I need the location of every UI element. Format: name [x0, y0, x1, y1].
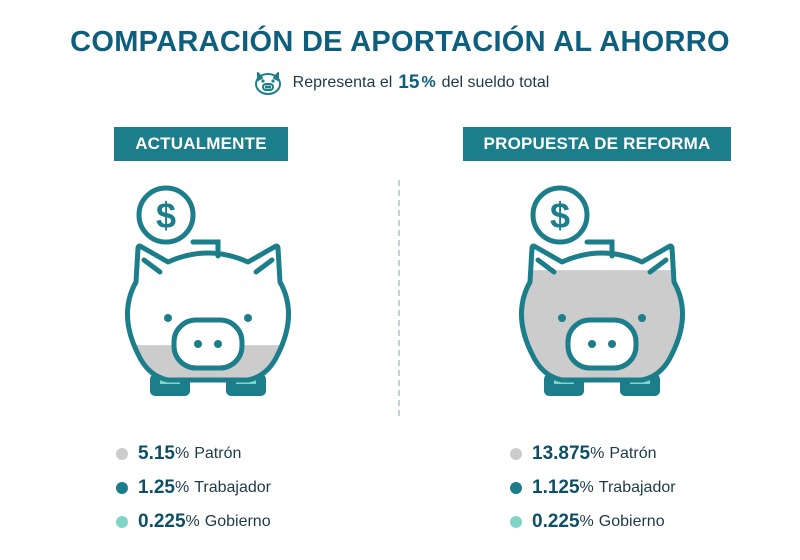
- coin-icon: $: [530, 185, 590, 245]
- legend-item-patron: 13.875% Patrón: [510, 437, 676, 471]
- legend-unit: %: [579, 513, 594, 530]
- panel-label-current: ACTUALMENTE: [114, 127, 288, 161]
- subtitle: Representa el 15% del sueldo total: [0, 68, 800, 98]
- dot-trabajador: [510, 482, 522, 494]
- piggy-bank-icon: [254, 72, 281, 95]
- legend-value: 1.25: [138, 477, 175, 498]
- dot-patron: [510, 448, 522, 460]
- dot-gobierno: [510, 516, 522, 528]
- legend-current: 5.15% Patrón 1.25% Trabajador 0.225% Gob…: [116, 437, 271, 539]
- legend-unit: %: [174, 479, 190, 496]
- legend-value: 5.15: [138, 443, 175, 464]
- legend-value: 0.225: [138, 511, 186, 532]
- pig-body-outline: [125, 243, 291, 383]
- legend-value: 1.125: [532, 477, 580, 498]
- legend-label: Gobierno: [598, 513, 665, 530]
- legend-item-patron: 5.15% Patrón: [116, 437, 271, 471]
- legend-unit: %: [590, 445, 605, 462]
- piggy-bank-reform: $: [519, 185, 685, 396]
- legend-unit: %: [579, 479, 594, 496]
- subtitle-text-before: Representa el: [292, 74, 393, 91]
- coin-icon: $: [136, 185, 196, 245]
- panel-label-reform: PROPUESTA DE REFORMA: [463, 127, 731, 161]
- legend-item-trabajador: 1.25% Trabajador: [116, 471, 271, 505]
- legend-value: 0.225: [532, 511, 580, 532]
- subtitle-value: 15: [398, 72, 420, 93]
- svg-text:$: $: [550, 195, 570, 236]
- page-title: COMPARACIÓN DE APORTACIÓN AL AHORRO: [70, 26, 730, 58]
- legend-label: Trabajador: [194, 479, 271, 496]
- legend-unit: %: [174, 445, 190, 462]
- legend-label: Gobierno: [204, 513, 271, 530]
- legend-reform: 13.875% Patrón 1.125% Trabajador 0.225% …: [510, 437, 676, 539]
- piggy-bank-current: $: [125, 185, 291, 396]
- legend-item-gobierno: 0.225% Gobierno: [116, 505, 271, 539]
- subtitle-text-after: del sueldo total: [441, 74, 550, 91]
- legend-label: Patrón: [194, 445, 242, 462]
- dot-patron: [116, 448, 128, 460]
- divider: [398, 180, 400, 416]
- legend-item-trabajador: 1.125% Trabajador: [510, 471, 676, 505]
- legend-label: Patrón: [609, 445, 657, 462]
- svg-text:$: $: [156, 195, 176, 236]
- dot-gobierno: [116, 516, 128, 528]
- legend-value: 13.875: [532, 443, 591, 464]
- legend-unit: %: [185, 513, 200, 530]
- dot-trabajador: [116, 482, 128, 494]
- legend-item-gobierno: 0.225% Gobierno: [510, 505, 676, 539]
- legend-label: Trabajador: [598, 479, 676, 496]
- subtitle-unit: %: [421, 74, 436, 91]
- pig-body-outline: [519, 243, 685, 383]
